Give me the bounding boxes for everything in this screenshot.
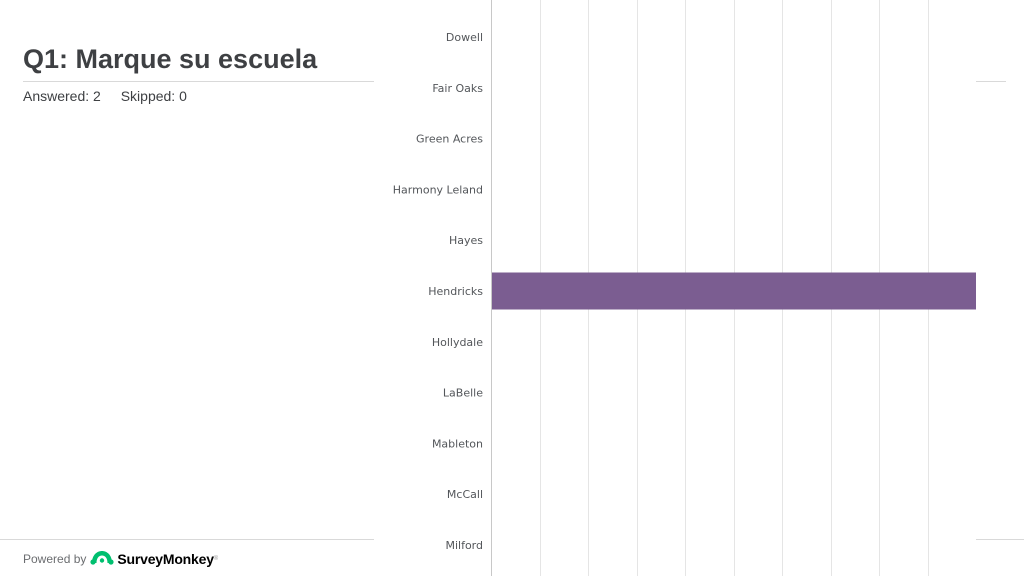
footer-divider-right <box>976 539 1024 540</box>
category-label: Milford <box>445 539 483 552</box>
tick-label-layer: Dowell Fair Oaks Green Acres Harmony Leland… <box>393 31 483 552</box>
bar-chart: Dowell Fair Oaks Green Acres Harmony Leland… <box>393 0 976 576</box>
title-divider <box>23 81 374 82</box>
powered-by-label: Powered by <box>23 552 87 566</box>
category-label: Hayes <box>449 234 483 247</box>
category-label: McCall <box>447 488 483 501</box>
category-label: Green Acres <box>416 133 483 146</box>
category-label: Hendricks <box>428 285 483 298</box>
brand-name: SurveyMonkey <box>117 551 214 567</box>
trademark-symbol: ® <box>213 556 219 562</box>
bar-layer <box>491 272 976 310</box>
category-label: Hollydale <box>432 336 483 349</box>
category-label: LaBelle <box>443 387 483 400</box>
category-label: Mableton <box>432 437 483 450</box>
category-label: Dowell <box>446 31 483 44</box>
question-title: Q1: Marque su escuela <box>23 44 318 74</box>
footer-divider <box>0 539 374 540</box>
category-label: Harmony Leland <box>393 183 483 196</box>
surveymonkey-logo-icon <box>90 549 114 570</box>
category-label: Fair Oaks <box>432 82 483 95</box>
skipped-count: Skipped: 0 <box>120 88 187 104</box>
answered-count: Answered: 2 <box>23 88 101 104</box>
bar-hendricks <box>491 272 976 310</box>
title-divider-right <box>976 81 1006 82</box>
response-stats: Answered: 2 Skipped: 0 <box>23 88 187 104</box>
footer: Powered by SurveyMonkey ® <box>23 548 218 570</box>
chart-panel: Dowell Fair Oaks Green Acres Harmony Leland… <box>374 0 976 576</box>
